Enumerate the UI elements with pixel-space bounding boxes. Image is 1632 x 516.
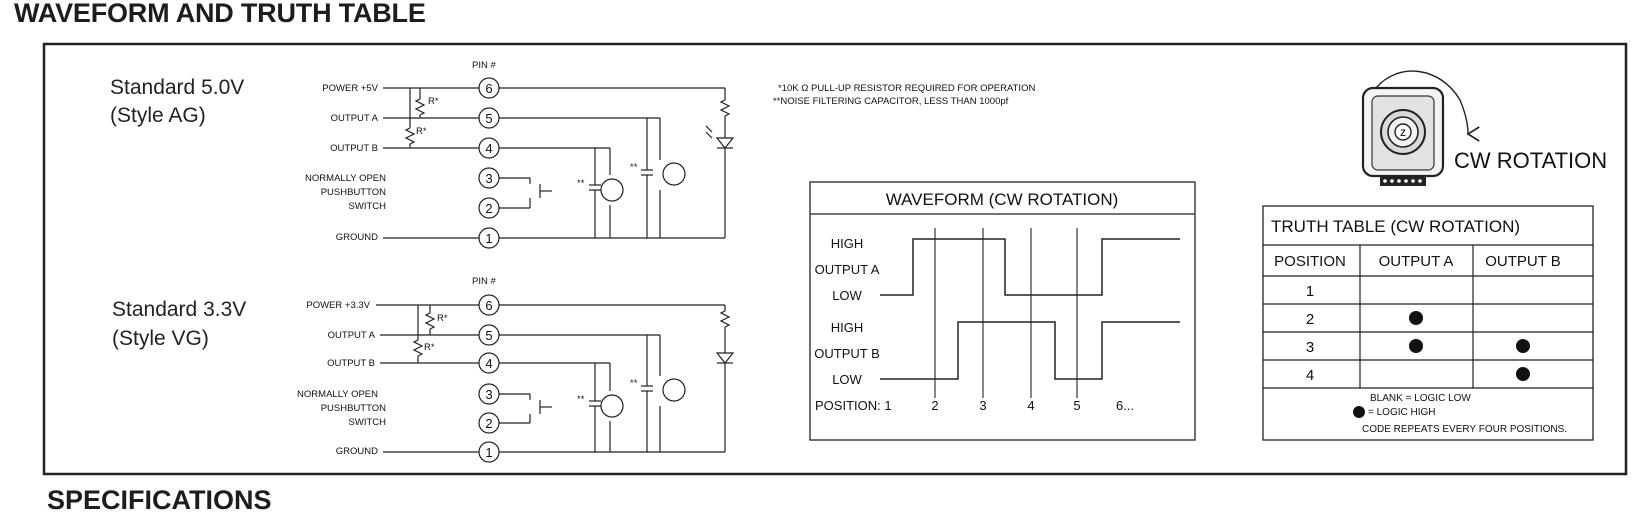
pin-1: 1 [485,445,492,460]
waveform-position-1: 1 [884,398,891,413]
resistor-label-2: R* [424,342,435,353]
pin-header: PIN # [472,60,496,71]
waveform-low-a: LOW [832,288,862,303]
schematic-33v: Standard 3.3V (Style VG) PIN # POWER +3.… [112,276,735,463]
truth-table-rows: 1 2 3 4 [1306,283,1530,384]
resistor-label-1: R* [428,96,439,107]
truth-table-col-position: POSITION [1274,253,1346,270]
pin-2: 2 [485,201,492,216]
pin-header: PIN # [472,276,496,287]
waveform-position-guides [934,228,1078,398]
label-ground: GROUND [336,232,378,243]
waveform-output-a-trace [880,238,1180,296]
waveform-position-label: POSITION: [815,398,881,413]
waveform-low-b: LOW [832,372,862,387]
encoder-illustration: Z CW ROTATION [1361,70,1607,186]
resistor-label-1: R* [437,313,448,324]
cap-label-2: ** [630,378,638,389]
truth-table-col-output-b: OUTPUT B [1485,253,1561,270]
resistor-label-2: R* [416,126,427,137]
label-power: POWER +5V [322,83,378,94]
truth-table-legend-repeat: CODE REPEATS EVERY FOUR POSITIONS. [1362,424,1567,435]
pin-4: 4 [485,356,492,371]
label-switch-2: PUSHBUTTON [321,187,386,198]
pin-circles-5v [478,77,500,249]
pin-1: 1 [485,231,492,246]
outer-frame [42,42,1628,476]
style-label-33v-line1: Standard 3.3V [112,298,246,321]
label-switch-3: SWITCH [349,417,387,428]
waveform-position-6: 6... [1116,398,1134,413]
style-label-33v-line2: (Style VG) [112,327,209,350]
pin-6: 6 [485,81,492,96]
section-heading: WAVEFORM AND TRUTH TABLE [14,0,426,28]
waveform-position-4: 4 [1027,398,1034,413]
waveform-title: WAVEFORM (CW ROTATION) [886,190,1119,209]
label-output-a: OUTPUT A [331,113,379,124]
cap-label-1: ** [577,394,585,405]
waveform-panel: WAVEFORM (CW ROTATION) HIGH OUTPUT A LOW… [809,181,1196,441]
truth-table-position-cell: 1 [1306,283,1314,300]
label-switch-1: NORMALLY OPEN [305,173,386,184]
waveform-position-5: 5 [1073,398,1080,413]
output-b-high-dot-icon [1516,339,1530,353]
encoder-pins [1383,179,1422,183]
waveform-output-a: OUTPUT A [815,262,880,277]
label-output-b: OUTPUT B [327,358,375,369]
output-a-high-dot-icon [1409,339,1423,353]
truth-table-legend-high: = LOGIC HIGH [1368,407,1436,418]
style-label-5v-line2: (Style AG) [110,104,206,127]
pin-2: 2 [485,416,492,431]
truth-table-position-cell: 2 [1306,311,1314,328]
pin-3: 3 [485,171,492,186]
schematic-5v: Standard 5.0V (Style AG) PIN # POWER +5V… [110,60,735,249]
truth-table: TRUTH TABLE (CW ROTATION) POSITION OUTPU… [1262,205,1594,441]
note-pullup: *10K Ω PULL-UP RESISTOR REQUIRED FOR OPE… [778,83,1035,94]
pin-5: 5 [485,328,492,343]
style-label-5v-line1: Standard 5.0V [110,76,244,99]
waveform-high-a: HIGH [831,236,864,251]
cw-rotation-label: CW ROTATION [1454,148,1607,173]
truth-table-col-output-a: OUTPUT A [1379,253,1454,270]
logic-high-dot-icon [1353,406,1365,418]
truth-table-position-cell: 4 [1306,367,1314,384]
waveform-output-b: OUTPUT B [814,346,880,361]
cw-rotation-arrow [1375,70,1480,142]
diagram-canvas: Standard 5.0V (Style AG) PIN # POWER +5V… [42,42,1628,476]
cap-label-2: ** [630,162,638,173]
truth-table-title: TRUTH TABLE (CW ROTATION) [1271,217,1520,236]
waveform-output-b-trace [880,321,1180,380]
output-a-high-dot-icon [1409,311,1423,325]
label-output-b: OUTPUT B [330,143,378,154]
label-switch-1: NORMALLY OPEN [297,389,378,400]
label-output-a: OUTPUT A [328,330,376,341]
pin-6: 6 [485,298,492,313]
waveform-high-b: HIGH [831,320,864,335]
label-ground: GROUND [336,446,378,457]
label-power: POWER +3.3V [306,300,370,311]
output-b-high-dot-icon [1516,367,1530,381]
svg-text:Z: Z [1400,128,1406,138]
pin-3: 3 [485,387,492,402]
waveform-position-3: 3 [979,398,986,413]
pin-5: 5 [485,111,492,126]
waveform-position-labels: 1 2 3 4 5 6... [884,398,1134,413]
cap-label-1: ** [577,178,585,189]
truth-table-legend-blank: BLANK = LOGIC LOW [1370,393,1471,404]
label-switch-3: SWITCH [349,201,387,212]
waveform-position-2: 2 [931,398,938,413]
pin-4: 4 [485,141,492,156]
pin-circles-33v [478,294,500,463]
truth-table-position-cell: 3 [1306,339,1314,356]
note-capacitor: **NOISE FILTERING CAPACITOR, LESS THAN 1… [773,96,1009,107]
label-switch-2: PUSHBUTTON [321,403,386,414]
